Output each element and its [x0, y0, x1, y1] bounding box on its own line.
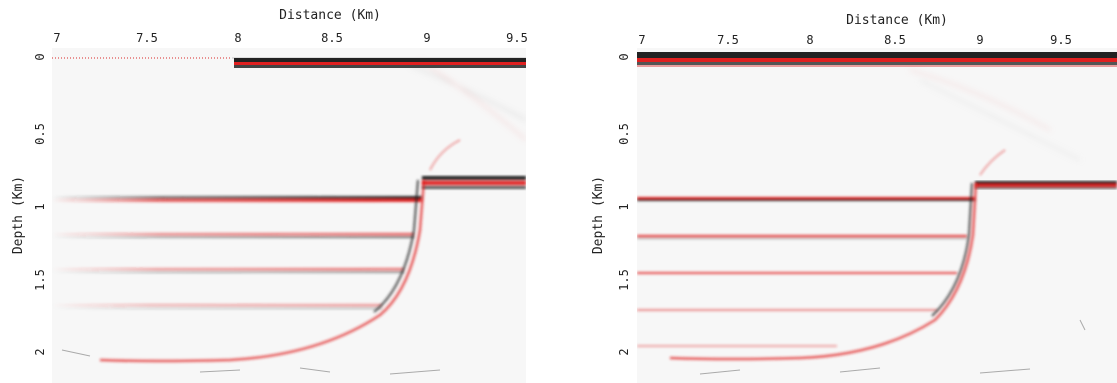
y-tick-label: 2 [33, 348, 47, 355]
y-tick-labels: 0 0.5 1 1.5 2 [617, 53, 631, 355]
x-tick-label: 8.5 [321, 31, 343, 45]
y-tick-label: 1 [617, 203, 631, 210]
y-tick-label: 1.5 [617, 269, 631, 291]
y-tick-label: 0 [617, 53, 631, 60]
y-tick-label: 0.5 [33, 123, 47, 145]
x-tick-label: 8 [806, 33, 813, 47]
y-axis-title: Depth (Km) [591, 176, 606, 254]
seismic-image [637, 48, 1117, 383]
y-tick-label: 1 [33, 203, 47, 210]
y-tick-label: 1.5 [33, 269, 47, 291]
x-tick-label: 9.5 [1050, 33, 1072, 47]
x-tick-label: 7 [638, 33, 645, 47]
x-tick-label: 9.5 [506, 31, 528, 45]
y-tick-label: 0.5 [617, 123, 631, 145]
y-tick-label: 2 [617, 348, 631, 355]
y-tick-label: 0 [33, 53, 47, 60]
y-tick-labels: 0 0.5 1 1.5 2 [33, 53, 47, 355]
left-seismic-panel: Distance (Km) Depth (Km) 7 7.5 8 8.5 9 9… [11, 8, 528, 383]
x-tick-label: 9 [976, 33, 983, 47]
x-tick-labels: 7 7.5 8 8.5 9 9.5 [638, 33, 1071, 47]
x-tick-label: 7 [53, 31, 60, 45]
x-tick-label: 9 [423, 31, 430, 45]
seismic-image [52, 48, 526, 383]
x-axis-title: Distance (Km) [279, 8, 381, 23]
x-tick-labels: 7 7.5 8 8.5 9 9.5 [53, 31, 527, 45]
x-tick-label: 7.5 [136, 31, 158, 45]
y-axis-title: Depth (Km) [11, 176, 26, 254]
x-tick-label: 7.5 [717, 33, 739, 47]
x-tick-label: 8.5 [884, 33, 906, 47]
x-tick-label: 8 [234, 31, 241, 45]
x-axis-title: Distance (Km) [846, 13, 948, 28]
right-seismic-panel: Distance (Km) Depth (Km) 7 7.5 8 8.5 9 9… [591, 13, 1117, 383]
